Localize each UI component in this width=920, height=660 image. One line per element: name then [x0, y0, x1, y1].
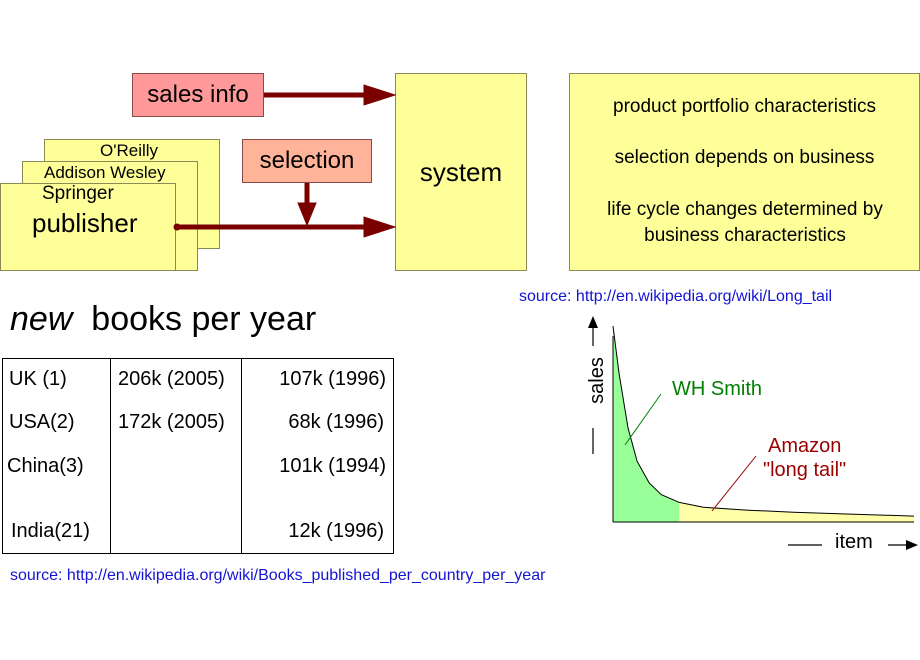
- long-tail-curve: [612, 325, 915, 517]
- table-cell-country: India(21): [11, 520, 90, 542]
- long-tail-label: "long tail": [763, 459, 847, 481]
- table-cell-2005: 172k (2005): [118, 411, 225, 433]
- chart-ylabel: sales: [585, 357, 608, 404]
- table-cell-older: 12k (1996): [288, 520, 384, 542]
- portfolio-line-2: selection depends on business: [614, 147, 875, 168]
- table-cell-2005: 206k (2005): [118, 368, 225, 390]
- table-cell-older: 68k (1996): [288, 411, 384, 433]
- sales-info-box: sales info: [132, 73, 264, 117]
- books-table-title-italic: new: [10, 300, 73, 338]
- tail-area: [679, 502, 914, 522]
- sales-info-label: sales info: [147, 81, 249, 108]
- selection-box: selection: [242, 139, 372, 183]
- portfolio-characteristics-box: product portfolio characteristics select…: [569, 73, 920, 271]
- system-label: system: [419, 156, 503, 187]
- ylabel-arrow-up-icon: [588, 316, 598, 328]
- table-source-link[interactable]: source: http://en.wikipedia.org/wiki/Boo…: [10, 567, 546, 584]
- table-cell-country: USA(2): [9, 411, 75, 433]
- system-box: system: [395, 73, 527, 271]
- xlabel-arrow-right-icon: [906, 540, 918, 550]
- wh-smith-pointer: [624, 393, 662, 446]
- portfolio-line-1: product portfolio characteristics: [613, 96, 876, 117]
- table-cell-older: 101k (1994): [279, 455, 386, 477]
- table-cell-country: China(3): [7, 455, 84, 477]
- publisher-oreilly-label: O'Reilly: [100, 141, 159, 160]
- portfolio-line-3: life cycle changes determined by busines…: [607, 199, 883, 246]
- table-cell-country: UK (1): [9, 368, 67, 390]
- publisher-label: publisher: [32, 208, 138, 238]
- table-divider-2: [241, 358, 242, 554]
- books-table: [2, 358, 394, 554]
- books-table-title-rest: books per year: [91, 300, 317, 338]
- publisher-card-springer: [0, 183, 176, 271]
- books-table-title: new books per year: [10, 300, 316, 339]
- publisher-addison-wesley-label: Addison Wesley: [44, 163, 166, 182]
- wh-smith-label: WH Smith: [672, 378, 762, 400]
- chart-source-link[interactable]: source: http://en.wikipedia.org/wiki/Lon…: [519, 288, 833, 305]
- selection-label: selection: [259, 147, 355, 174]
- amazon-pointer: [711, 455, 757, 512]
- table-divider-1: [110, 358, 111, 554]
- amazon-label: Amazon: [768, 435, 842, 457]
- chart-xlabel: item: [835, 531, 873, 553]
- head-area: [613, 326, 680, 522]
- table-cell-older: 107k (1996): [279, 368, 386, 390]
- publisher-springer-label: Springer: [42, 183, 114, 204]
